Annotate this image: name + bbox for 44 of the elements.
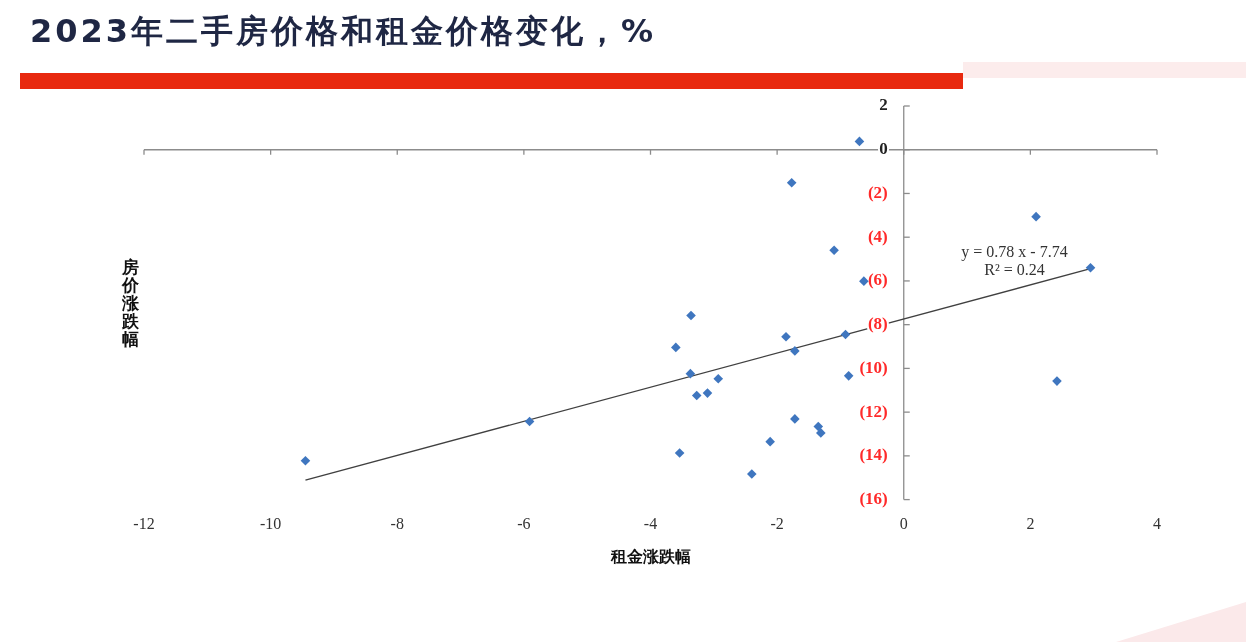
point xyxy=(686,310,696,321)
point xyxy=(747,469,757,479)
point xyxy=(790,414,800,424)
x-tick-label: 4 xyxy=(1153,515,1161,533)
point xyxy=(702,388,713,398)
point xyxy=(671,342,681,353)
y-tick-label: (10) xyxy=(859,357,888,377)
y-tick-label: (2) xyxy=(867,182,888,202)
point xyxy=(300,455,311,466)
point xyxy=(685,368,696,379)
y-tick-label: (12) xyxy=(859,401,888,421)
point xyxy=(829,245,839,256)
y-tick-label: (16) xyxy=(859,488,888,508)
point xyxy=(843,371,854,381)
point xyxy=(813,421,824,432)
x-axis-title: 租金涨跌幅 xyxy=(609,546,691,566)
point xyxy=(816,428,826,438)
y-tick-label: (6) xyxy=(867,270,888,290)
x-tick-label: -10 xyxy=(259,515,282,533)
point xyxy=(786,177,797,188)
x-tick-label: -8 xyxy=(390,515,404,533)
x-tick-label: -6 xyxy=(517,515,531,533)
point xyxy=(1085,263,1096,273)
point xyxy=(691,390,702,401)
y-tick-label: 2 xyxy=(879,95,888,115)
annotation: y = 0.78 x - 7.74 xyxy=(961,242,1068,261)
point xyxy=(781,331,791,342)
point xyxy=(674,448,685,458)
y-tick-label: (4) xyxy=(867,226,888,246)
point xyxy=(1031,211,1041,222)
point xyxy=(713,373,724,384)
x-tick-label: 2 xyxy=(1026,515,1035,533)
x-tick-label: -4 xyxy=(643,515,658,533)
point xyxy=(859,276,869,286)
x-tick-label: -12 xyxy=(133,515,155,533)
point xyxy=(765,436,775,447)
y-tick-label: (14) xyxy=(859,445,888,465)
chart-title: 2023年二手房价格和租金价格变化，% xyxy=(30,11,657,52)
annotation: R² = 0.24 xyxy=(984,260,1045,278)
x-tick-label: 0 xyxy=(899,515,908,533)
y-axis-title: 房价涨跌幅 xyxy=(121,256,139,349)
point xyxy=(790,346,800,356)
x-tick-label: -2 xyxy=(770,515,784,533)
y-tick-label: 0 xyxy=(879,139,888,159)
